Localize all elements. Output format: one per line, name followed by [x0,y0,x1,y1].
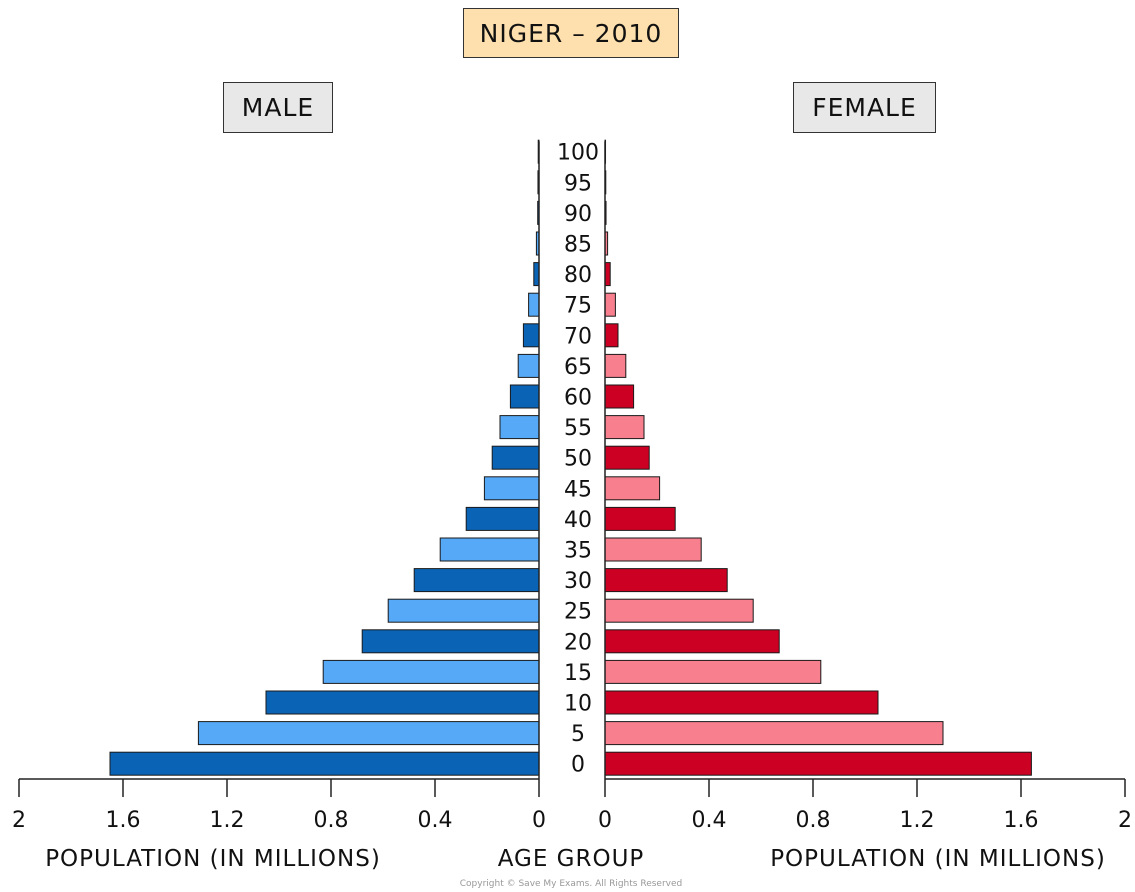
male-bar-age-45 [483,476,540,501]
female-bars [604,139,1032,776]
age-group-labels: 0 5 10 15 20 25 30 35 40 45 50 55 60 65 70 75 80 85 90 95 10… [557,141,599,778]
copyright-notice: Copyright © Save My Exams. All Rights Re… [460,879,682,889]
female-bar-age-0 [604,751,1032,776]
female-bar-age-10 [604,690,879,715]
male-tick-label: 2 [12,808,26,833]
age-label-60: 60 [564,386,592,411]
male-bar-age-75 [528,292,540,317]
male-bar-age-30 [413,568,540,593]
male-bar-age-20 [361,629,540,654]
male-bar-age-5 [197,721,540,746]
age-group-axis-label: AGE GROUP [498,846,645,872]
female-header: FEMALE [793,82,936,133]
age-label-45: 45 [564,477,592,502]
male-bar-age-15 [322,659,540,684]
male-bar-age-0 [109,751,540,776]
female-tick-label: 1.6 [1004,808,1039,833]
female-bar-age-50 [604,445,650,470]
male-bar-age-55 [499,415,540,440]
center-divider [538,141,606,779]
female-x-axis-label: POPULATION (IN MILLIONS) [770,846,1106,872]
age-label-35: 35 [564,539,592,564]
male-header: MALE [223,82,333,133]
female-tick-label: 0 [598,808,612,833]
age-label-85: 85 [564,233,592,258]
male-tick-label: 1.2 [210,808,245,833]
male-tick-label: 0 [532,808,546,833]
age-label-5: 5 [571,722,585,747]
age-label-90: 90 [564,202,592,227]
male-bar-age-10 [265,690,540,715]
male-bar-age-65 [517,353,540,378]
female-bar-age-30 [604,568,728,593]
chart-title: NIGER – 2010 [463,8,679,58]
female-bar-age-70 [604,323,619,348]
age-label-50: 50 [564,447,592,472]
age-label-15: 15 [564,661,592,686]
age-label-95: 95 [564,171,592,196]
male-tick-label: 0.8 [314,808,349,833]
female-bar-age-25 [604,598,754,623]
female-bar-age-40 [604,506,676,531]
age-label-70: 70 [564,324,592,349]
female-bar-age-65 [604,353,627,378]
female-bar-age-55 [604,415,645,440]
female-bar-age-20 [604,629,780,654]
x-axes: 2 1.6 1.2 0.8 0.4 0 0 0.4 0.8 1.2 1.6 2 [12,778,1132,833]
age-label-65: 65 [564,355,592,380]
male-bar-age-70 [522,323,540,348]
female-bar-age-45 [604,476,661,501]
age-label-100: 100 [557,141,599,166]
age-label-20: 20 [564,630,592,655]
age-label-55: 55 [564,416,592,441]
age-label-80: 80 [564,263,592,288]
age-label-10: 10 [564,692,592,717]
female-tick-label: 0.4 [692,808,727,833]
male-bar-age-25 [387,598,540,623]
male-bar-age-60 [509,384,540,409]
male-bars [109,139,540,776]
male-bar-age-80 [533,262,540,287]
female-bar-age-75 [604,292,616,317]
male-tick-label: 0.4 [418,808,453,833]
age-label-30: 30 [564,569,592,594]
age-label-40: 40 [564,508,592,533]
male-tick-label: 1.6 [106,808,141,833]
age-label-0: 0 [571,753,585,778]
female-tick-label: 2 [1118,808,1132,833]
male-bar-age-50 [491,445,540,470]
male-bar-age-40 [465,506,540,531]
female-bar-age-80 [604,262,611,287]
female-bar-age-15 [604,659,822,684]
male-x-axis-label: POPULATION (IN MILLIONS) [45,846,381,872]
female-tick-label: 1.2 [900,808,935,833]
female-bar-age-5 [604,721,944,746]
male-bar-age-35 [439,537,540,562]
female-bar-age-60 [604,384,635,409]
female-tick-label: 0.8 [796,808,831,833]
age-label-25: 25 [564,600,592,625]
age-label-75: 75 [564,294,592,319]
female-bar-age-35 [604,537,702,562]
